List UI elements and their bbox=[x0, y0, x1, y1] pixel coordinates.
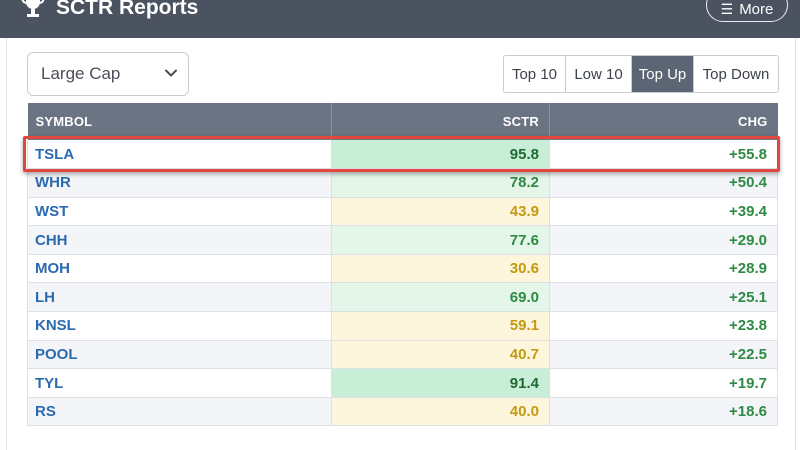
tab-top-up[interactable]: Top Up bbox=[632, 56, 694, 92]
sctr-value: 59.1 bbox=[331, 311, 550, 341]
symbol-link[interactable]: TSLA bbox=[27, 140, 332, 170]
symbol-link[interactable]: RS bbox=[27, 397, 332, 427]
table-row: RS 40.0 +18.6 bbox=[27, 397, 778, 427]
change-value: +55.8 bbox=[549, 140, 778, 170]
report-panel bbox=[6, 38, 796, 450]
change-value: +28.9 bbox=[549, 254, 778, 284]
table-header-row: SYMBOL SCTR CHG bbox=[27, 103, 778, 140]
table-row: CHH 77.6 +29.0 bbox=[27, 225, 778, 255]
symbol-link[interactable]: POOL bbox=[27, 340, 332, 370]
more-button[interactable]: ☰ More bbox=[706, 0, 788, 22]
symbol-link[interactable]: WST bbox=[27, 197, 332, 227]
symbol-link[interactable]: WHR bbox=[27, 168, 332, 198]
page-title: SCTR Reports bbox=[56, 0, 199, 19]
more-button-label: More bbox=[739, 0, 774, 18]
sctr-table: SYMBOL SCTR CHG TSLA 95.8 +55.8 WHR 78.2… bbox=[27, 103, 778, 427]
table-row: WHR 78.2 +50.4 bbox=[27, 168, 778, 198]
change-value: +25.1 bbox=[549, 282, 778, 313]
market-cap-select[interactable]: Large Cap bbox=[27, 52, 189, 96]
change-value: +39.4 bbox=[549, 197, 778, 227]
sctr-value: 95.8 bbox=[331, 140, 550, 170]
symbol-link[interactable]: LH bbox=[27, 282, 332, 313]
symbol-link[interactable]: MOH bbox=[27, 254, 332, 284]
sctr-value: 43.9 bbox=[331, 197, 550, 227]
change-value: +18.6 bbox=[549, 397, 778, 427]
sctr-value: 91.4 bbox=[331, 368, 550, 398]
report-tabs: Top 10 Low 10 Top Up Top Down bbox=[503, 55, 779, 93]
tab-top-10[interactable]: Top 10 bbox=[504, 56, 566, 92]
sctr-value: 77.6 bbox=[331, 225, 550, 255]
hamburger-icon: ☰ bbox=[720, 0, 734, 17]
trophy-icon bbox=[21, 0, 45, 17]
table-row: POOL 40.7 +22.5 bbox=[27, 340, 778, 370]
column-header-symbol[interactable]: SYMBOL bbox=[27, 103, 332, 140]
table-row: KNSL 59.1 +23.8 bbox=[27, 311, 778, 341]
change-value: +19.7 bbox=[549, 368, 778, 398]
table-row: LH 69.0 +25.1 bbox=[27, 282, 778, 313]
table-row: WST 43.9 +39.4 bbox=[27, 197, 778, 227]
table-row: TYL 91.4 +19.7 bbox=[27, 368, 778, 398]
table-row: MOH 30.6 +28.9 bbox=[27, 254, 778, 284]
sctr-value: 40.0 bbox=[331, 397, 550, 427]
tab-low-10[interactable]: Low 10 bbox=[566, 56, 632, 92]
change-value: +29.0 bbox=[549, 225, 778, 255]
change-value: +23.8 bbox=[549, 311, 778, 341]
sctr-value: 30.6 bbox=[331, 254, 550, 284]
chevron-down-icon bbox=[165, 69, 177, 77]
sctr-value: 78.2 bbox=[331, 168, 550, 198]
symbol-link[interactable]: CHH bbox=[27, 225, 332, 255]
table-row: TSLA 95.8 +55.8 bbox=[27, 140, 778, 170]
change-value: +50.4 bbox=[549, 168, 778, 198]
column-header-sctr[interactable]: SCTR bbox=[331, 103, 550, 140]
app-header: SCTR Reports ☰ More bbox=[0, 0, 800, 38]
market-cap-select-value: Large Cap bbox=[41, 64, 121, 83]
sctr-value: 40.7 bbox=[331, 340, 550, 370]
symbol-link[interactable]: KNSL bbox=[27, 311, 332, 341]
sctr-value: 69.0 bbox=[331, 282, 550, 313]
column-header-chg[interactable]: CHG bbox=[549, 103, 778, 140]
tab-top-down[interactable]: Top Down bbox=[694, 56, 778, 92]
symbol-link[interactable]: TYL bbox=[27, 368, 332, 398]
change-value: +22.5 bbox=[549, 340, 778, 370]
